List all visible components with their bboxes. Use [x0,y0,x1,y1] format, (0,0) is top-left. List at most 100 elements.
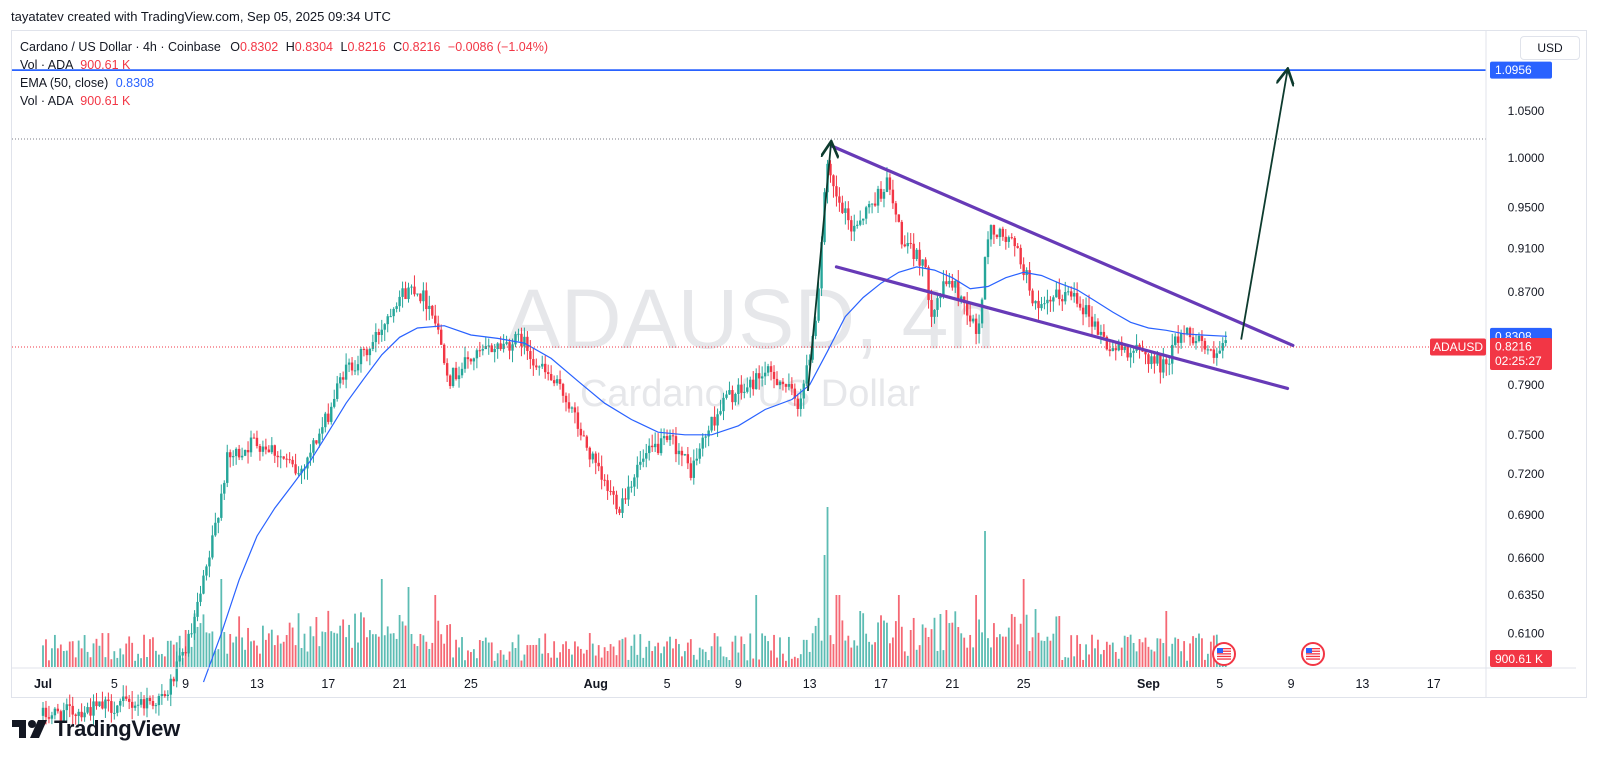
volume-bar [389,633,392,667]
candle-body [279,456,282,458]
flag-canton [1306,648,1312,653]
volume-bar [256,645,258,667]
volume-bar [859,611,862,667]
volume-bar [1129,634,1132,667]
volume-bar [163,656,166,667]
us-event-flag-icon[interactable] [1301,642,1325,666]
candle-body [861,218,865,221]
volume-bar [48,660,50,667]
candle-body [163,694,167,697]
volume-bar [758,659,761,667]
volume-bar [98,645,101,667]
volume-bar [1192,636,1194,667]
volume-bar [841,620,844,667]
volume-bar [478,640,481,667]
candle-body [856,224,859,226]
candle-body [291,459,294,465]
price-tick-label: 1.0000 [1508,151,1545,165]
candle-body [315,440,318,444]
volume-bar [157,654,160,667]
candle-body [1114,348,1117,351]
volume-bar [1168,656,1171,667]
volume-bar [92,643,95,667]
candle-body [190,633,193,635]
volume-bar [1171,643,1174,667]
projection-arrow [807,143,831,391]
volume-bar [434,595,437,667]
volume-bar [306,651,309,667]
candle-body [1105,336,1109,350]
candle-body [199,593,202,602]
candle-body [992,225,996,235]
volume-bar [1010,614,1013,667]
candle-body [428,305,431,310]
volume-bar [475,658,478,667]
candle-body [226,452,229,483]
us-event-flag-icon[interactable] [1212,642,1236,666]
low-value: 0.8216 [347,40,386,54]
volume-bar [208,633,211,667]
candle-body [1049,299,1052,302]
volume-bar [398,614,401,667]
legend-volume-row-2[interactable]: Vol · ADA 900.61 K [20,92,548,110]
volume-bar [122,654,125,667]
currency-button[interactable]: USD [1520,36,1580,60]
legend-symbol-row[interactable]: Cardano / US Dollar · 4h · Coinbase O0.8… [20,38,548,56]
candle-body [716,414,719,426]
volume-bar [205,632,208,667]
volume-bar [499,650,502,667]
tradingview-logo[interactable]: TradingView [12,716,180,742]
candle-body [208,557,211,567]
symbol-label-box [1430,338,1486,356]
volume-bar [951,622,954,667]
volume-bar [779,637,781,667]
volume-bar [232,642,235,667]
time-tick-label: 9 [735,677,742,691]
volume-bar [1195,637,1197,667]
volume-bar [544,633,547,667]
volume-bar [351,647,353,667]
candle-body [356,364,360,371]
candle-body [662,436,666,439]
candle-body [665,436,669,440]
candle-body [172,678,175,682]
volume-bar [1144,637,1147,667]
candle-body [838,196,841,203]
volume-bar [490,642,493,667]
candle-body [502,343,505,350]
volume-bar [618,640,621,667]
legend-volume-row[interactable]: Vol · ADA 900.61 K [20,56,548,74]
volume-bar [282,641,285,667]
event-flags[interactable] [1212,642,1325,666]
time-tick-label: Jul [34,677,52,691]
time-tick-label: Aug [584,677,608,691]
price-tick-label: 0.6100 [1508,627,1545,641]
volume-bar [716,636,719,667]
candle-body [561,383,565,396]
volume-bar [1085,644,1087,667]
volume-bar [675,638,677,667]
volume-bar [1001,636,1004,667]
candle-body [1117,342,1120,351]
candle-body [220,493,223,518]
volume-bar [190,646,193,667]
candle-body [193,616,196,634]
candle-body [769,366,773,372]
volume-bar [796,658,799,667]
legend-ema-row[interactable]: EMA (50, close) 0.8308 [20,74,548,92]
volume-bar [582,653,585,667]
candle-body [297,473,300,475]
volume-bar [838,595,841,667]
volume-bar [725,657,728,667]
volume-bar [547,653,550,667]
price-label-box [1490,61,1552,79]
volume-bar [785,660,787,667]
candle-body [573,407,577,413]
volume-bar [166,640,169,667]
volume-bar [692,654,695,667]
volume-bar [728,660,731,667]
volume-bar [1132,642,1135,667]
candle-body [229,452,232,458]
candle-body [772,371,776,379]
